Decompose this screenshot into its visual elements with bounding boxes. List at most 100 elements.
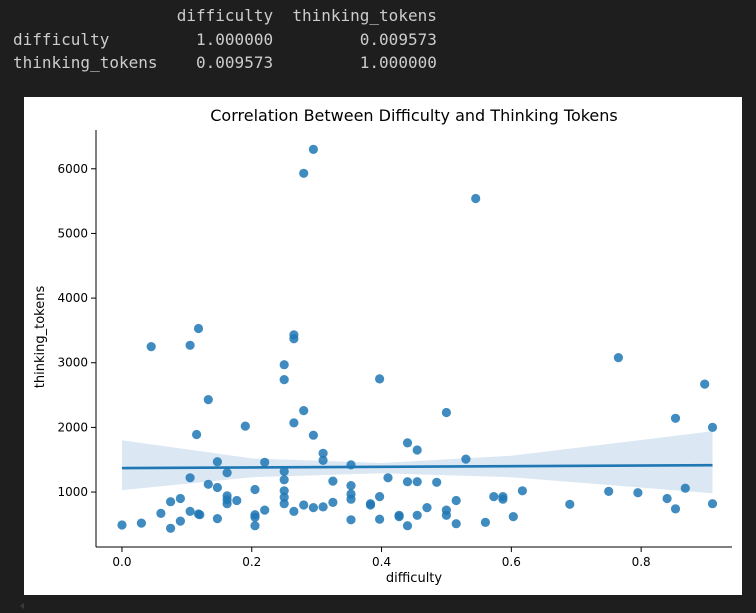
data-point	[185, 473, 195, 483]
data-point	[240, 421, 250, 431]
data-point	[489, 492, 499, 502]
data-point	[192, 429, 202, 440]
data-point	[250, 521, 260, 531]
data-point	[707, 499, 718, 509]
data-point	[308, 503, 318, 513]
ticks-layer: 0.0 0.2 0.4 0.6 0.8 1000 2000 3000 4000 5000 6000	[57, 162, 650, 569]
data-point	[232, 495, 242, 506]
data-point	[422, 503, 432, 513]
data-point	[412, 477, 422, 487]
data-point	[136, 518, 146, 528]
data-point	[670, 504, 681, 514]
data-point	[156, 508, 166, 518]
data-point	[203, 395, 213, 405]
data-point	[279, 360, 289, 370]
chart-title: Correlation Between Difficulty and Think…	[210, 106, 618, 125]
data-point	[279, 492, 289, 502]
data-point	[565, 499, 575, 509]
data-point	[299, 168, 309, 178]
data-point	[318, 455, 328, 465]
data-point	[308, 144, 318, 154]
data-point	[117, 520, 127, 530]
data-point	[412, 445, 422, 455]
data-point	[604, 486, 614, 496]
data-point	[633, 488, 643, 498]
scroll-left-arrow-icon[interactable]	[20, 603, 24, 609]
data-point	[279, 466, 289, 476]
x-tick-label: 0.6	[502, 555, 521, 569]
data-point	[289, 418, 299, 428]
data-point	[670, 413, 681, 423]
data-point	[175, 493, 185, 504]
data-point	[432, 477, 442, 487]
y-tick-label: 2000	[57, 420, 88, 434]
confidence-band-layer	[122, 431, 713, 494]
data-point	[318, 448, 328, 458]
data-point	[328, 476, 338, 486]
data-point	[185, 506, 195, 516]
data-point	[185, 340, 195, 350]
data-point	[346, 481, 356, 491]
data-point	[383, 473, 393, 483]
data-point	[260, 457, 270, 467]
data-point	[195, 510, 205, 520]
data-point	[680, 483, 690, 493]
points-layer	[117, 144, 718, 533]
horizontal-scrollbar[interactable]	[0, 600, 756, 613]
data-point	[498, 494, 508, 504]
data-point	[279, 475, 289, 485]
data-point	[402, 477, 413, 487]
data-point	[175, 516, 185, 526]
data-point	[146, 342, 156, 352]
y-axis-label: thinking_tokens	[33, 286, 48, 389]
y-tick-label: 6000	[57, 162, 88, 176]
data-point	[365, 500, 376, 510]
x-tick-label: 0.0	[112, 555, 131, 569]
data-point	[328, 497, 338, 507]
data-point	[260, 505, 270, 515]
data-point	[166, 523, 176, 533]
data-point	[279, 486, 289, 496]
data-point	[700, 379, 710, 389]
confidence-band	[122, 431, 713, 494]
data-point	[346, 515, 356, 525]
x-tick-label: 0.4	[372, 555, 391, 569]
data-point	[222, 468, 232, 478]
data-point	[250, 484, 260, 495]
data-point	[375, 492, 385, 502]
data-point	[402, 438, 413, 448]
data-point	[299, 500, 309, 510]
matrix-header-row: difficulty thinking_tokens	[13, 6, 437, 25]
correlation-matrix-output: difficulty thinking_tokens difficulty 1.0…	[13, 4, 437, 75]
x-axis-label: difficulty	[386, 571, 443, 586]
matrix-row-difficulty: difficulty 1.000000 0.009573	[13, 29, 437, 49]
data-point	[508, 512, 518, 522]
y-tick-label: 5000	[57, 226, 88, 240]
data-point	[212, 482, 222, 493]
y-tick-label: 3000	[57, 356, 88, 370]
data-point	[517, 486, 527, 496]
data-point	[279, 375, 289, 385]
data-point	[394, 512, 404, 522]
data-point	[289, 334, 299, 344]
data-point	[461, 454, 471, 464]
data-point	[279, 499, 289, 509]
data-point	[451, 495, 461, 506]
data-point	[471, 193, 481, 204]
data-point	[451, 519, 461, 529]
data-point	[480, 517, 490, 527]
data-point	[662, 493, 672, 504]
matrix-row-thinking-tokens: thinking_tokens 0.009573 1.000000	[13, 53, 437, 72]
data-point	[441, 510, 451, 520]
data-point	[375, 514, 385, 524]
data-point	[318, 502, 328, 512]
data-point	[613, 353, 624, 363]
figure-panel: Correlation Between Difficulty and Think…	[24, 97, 742, 595]
data-point	[193, 323, 204, 334]
regression-line	[121, 463, 713, 470]
data-point	[707, 422, 718, 432]
axes-layer	[95, 130, 732, 548]
x-tick-label: 0.2	[242, 555, 261, 569]
y-tick-label: 4000	[57, 291, 88, 305]
scatter-chart: Correlation Between Difficulty and Think…	[33, 106, 732, 586]
